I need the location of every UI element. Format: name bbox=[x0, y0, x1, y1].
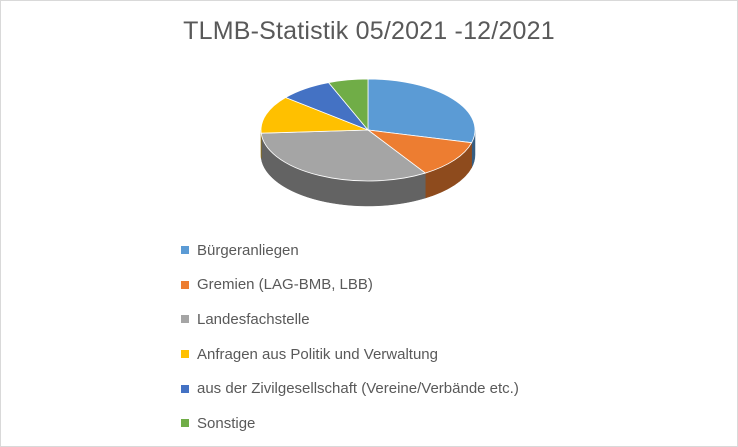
legend-swatch bbox=[181, 280, 189, 289]
pie-slice bbox=[327, 78, 369, 132]
legend-swatch bbox=[181, 315, 189, 324]
pie-slice bbox=[260, 97, 369, 134]
legend-swatch bbox=[181, 419, 189, 428]
legend-item: aus der Zivilgesellschaft (Vereine/Verbä… bbox=[181, 371, 519, 406]
legend-label: aus der Zivilgesellschaft (Vereine/Verbä… bbox=[197, 380, 519, 398]
legend-label: Landesfachstelle bbox=[197, 310, 310, 328]
legend-item: Anfragen aus Politik und Verwaltung bbox=[181, 337, 519, 372]
pie-slice bbox=[367, 78, 476, 144]
legend-label: Gremien (LAG-BMB, LBB) bbox=[197, 276, 373, 294]
legend-item: Landesfachstelle bbox=[181, 302, 519, 337]
legend-swatch bbox=[181, 384, 189, 393]
legend-label: Sonstige bbox=[197, 414, 256, 432]
pie-slice bbox=[366, 129, 473, 174]
legend-swatch bbox=[181, 350, 189, 359]
legend-item: Bürgeranliegen bbox=[181, 233, 519, 268]
chart-title: TLMB-Statistik 05/2021 -12/2021 bbox=[183, 17, 555, 45]
legend-item: Sonstige bbox=[181, 406, 519, 441]
legend-label: Anfragen aus Politik und Verwaltung bbox=[197, 345, 438, 363]
pie-slice bbox=[260, 129, 427, 182]
legend-label: Bürgeranliegen bbox=[197, 241, 299, 259]
legend-swatch bbox=[181, 246, 189, 255]
legend-item: Gremien (LAG-BMB, LBB) bbox=[181, 268, 519, 303]
pie-tops bbox=[260, 78, 476, 182]
legend: Bürgeranliegen Gremien (LAG-BMB, LBB) La… bbox=[181, 233, 519, 441]
